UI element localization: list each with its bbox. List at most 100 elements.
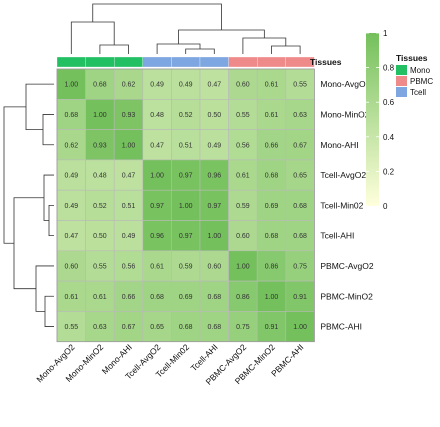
legend-swatch — [396, 87, 407, 97]
cell-value: 0.61 — [265, 82, 279, 89]
cell-value: 0.61 — [150, 263, 164, 270]
cell-value: 1.00 — [207, 233, 221, 240]
cell-value: 0.61 — [93, 294, 107, 301]
heatmap-cell — [228, 220, 258, 252]
heatmap-cells: 1.00 0.68 0.62 0.49 0.49 0.47 0.60 0.61 0.55 0.68… — [56, 68, 315, 343]
row-label: PBMC-AvgO2 — [320, 261, 373, 271]
row-label: Tcell-AHI — [320, 231, 354, 241]
heatmap-cell — [85, 220, 115, 252]
heatmap-cell — [56, 159, 86, 191]
color-scale-tick-label: 0 — [383, 202, 388, 211]
cell-value: 0.49 — [64, 173, 78, 180]
row-label: Tcell-AvgO2 — [320, 170, 366, 180]
heatmap-cell — [85, 280, 115, 312]
cell-value: 0.68 — [207, 294, 221, 301]
heatmap-cell — [171, 68, 201, 100]
heatmap-cell — [256, 220, 287, 252]
heatmap-cell — [113, 189, 144, 221]
row-dendrogram — [3, 83, 54, 327]
cell-value: 0.62 — [122, 82, 136, 89]
heatmap-cell — [199, 99, 229, 130]
heatmap-cell — [142, 189, 172, 221]
heatmap-cell — [56, 250, 86, 282]
cell-value: 0.49 — [122, 233, 136, 240]
annotation-title: Tissues — [310, 57, 342, 67]
cell-value: 0.55 — [236, 112, 250, 119]
heatmap-cell — [113, 129, 144, 161]
cell-value: 0.60 — [236, 233, 250, 240]
cell-value: 0.52 — [93, 203, 107, 210]
dendrogram-branch — [48, 204, 54, 237]
heatmap-cell — [142, 99, 172, 130]
cell-value: 0.61 — [64, 294, 78, 301]
cell-value: 0.68 — [293, 203, 307, 210]
heatmap-cell — [256, 99, 287, 130]
heatmap-cell — [56, 280, 86, 312]
heatmap-cell — [113, 159, 144, 191]
cell-value: 0.91 — [293, 294, 307, 301]
cell-value: 0.50 — [93, 233, 107, 240]
color-scale-tick-label: 0.2 — [383, 167, 395, 176]
cell-value: 0.48 — [150, 112, 164, 119]
cell-value: 0.66 — [122, 294, 136, 301]
heatmap-cell — [256, 129, 287, 161]
heatmap-cell — [228, 68, 258, 100]
cell-value: 0.47 — [122, 173, 136, 180]
annotation-cell — [228, 56, 258, 68]
cell-value: 0.56 — [236, 142, 250, 149]
cell-value: 0.56 — [122, 263, 136, 270]
cell-value: 0.63 — [93, 324, 107, 331]
cell-value: 1.00 — [93, 112, 107, 119]
annotation-cell — [142, 56, 172, 68]
cell-value: 0.68 — [265, 233, 279, 240]
cell-value: 0.93 — [93, 142, 107, 149]
cell-value: 0.75 — [236, 324, 250, 331]
cell-value: 0.66 — [265, 142, 279, 149]
cell-value: 0.59 — [179, 263, 193, 270]
cell-value: 0.97 — [179, 233, 193, 240]
heatmap-cell — [56, 129, 86, 161]
cell-value: 0.68 — [179, 324, 193, 331]
heatmap-cell — [285, 311, 315, 342]
cell-value: 0.61 — [265, 112, 279, 119]
annotation-cell — [285, 56, 315, 68]
heatmap-cell — [142, 129, 172, 161]
heatmap-cell — [285, 250, 315, 282]
heatmap-cell — [171, 311, 201, 342]
heatmap-cell — [142, 311, 172, 342]
heatmap-cell — [56, 68, 86, 100]
cell-value: 0.55 — [293, 82, 307, 89]
cell-value: 0.97 — [179, 173, 193, 180]
cell-value: 0.65 — [150, 324, 164, 331]
heatmap-cell — [113, 68, 144, 100]
cell-value: 0.97 — [150, 203, 164, 210]
cell-value: 0.47 — [64, 233, 78, 240]
dendrogram-branch — [178, 29, 265, 44]
heatmap-cell — [56, 99, 86, 130]
legend-swatch — [396, 65, 407, 75]
row-label: Mono-AvgO2 — [320, 79, 370, 89]
heatmap-cell — [142, 159, 172, 191]
annotation-cell — [85, 56, 115, 68]
cell-value: 0.47 — [150, 142, 164, 149]
heatmap-border — [56, 68, 315, 343]
legend-swatch — [396, 76, 407, 86]
heatmap-cell — [113, 280, 144, 312]
cell-value: 0.60 — [236, 82, 250, 89]
heatmap-cell — [199, 68, 229, 100]
heatmap-cell — [56, 311, 86, 342]
row-label: Mono-MinO2 — [320, 109, 369, 119]
column-dendrogram — [70, 3, 301, 54]
cell-value: 0.86 — [265, 263, 279, 270]
heatmap-cell — [142, 220, 172, 252]
heatmap-cell — [85, 189, 115, 221]
cell-value: 1.00 — [265, 294, 279, 301]
color-scale-bar — [366, 33, 379, 206]
heatmap-cell — [228, 129, 258, 161]
cell-value: 0.62 — [64, 142, 78, 149]
annotation-cell — [56, 56, 86, 68]
row-label: Mono-AHI — [320, 140, 358, 150]
cell-value: 0.60 — [207, 263, 221, 270]
annotation-cell — [114, 56, 143, 68]
color-scale-tick-label: 0.6 — [383, 98, 395, 107]
